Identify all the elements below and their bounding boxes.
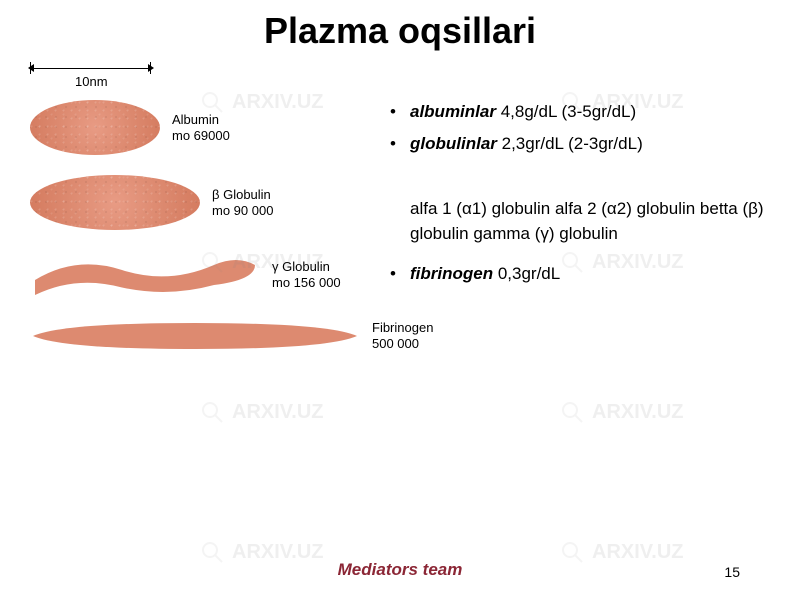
- bullet-item: albuminlar 4,8g/dL (3-5gr/dL): [390, 100, 770, 124]
- protein-label: β Globulinmo 90 000: [212, 187, 273, 218]
- footer-team: Mediators team: [338, 560, 463, 580]
- bullet-bold-text: albuminlar: [410, 102, 496, 121]
- bullet-rest-text: 2,3gr/dL (2-3gr/dL): [497, 134, 643, 153]
- globulin-subtypes: alfa 1 (α1) globulin alfa 2 (α2) globuli…: [390, 196, 770, 247]
- bullet-item: fibrinogen 0,3gr/dL: [390, 262, 770, 286]
- bullet-item: globulinlar 2,3gr/dL (2-3gr/dL): [390, 132, 770, 156]
- watermark: ARXIV.UZ: [560, 400, 684, 424]
- protein-name: β Globulin: [212, 187, 273, 203]
- protein-row: Fibrinogen500 000: [30, 320, 370, 351]
- protein-row: γ Globulinmo 156 000: [30, 250, 370, 300]
- scale-arrow-right: [148, 64, 154, 72]
- magnifier-icon: [200, 540, 224, 564]
- protein-mw: mo 156 000: [272, 275, 341, 291]
- protein-name: Fibrinogen: [372, 320, 433, 336]
- watermark-text: ARXIV.UZ: [232, 541, 324, 564]
- bullet-bold-text: fibrinogen: [410, 264, 493, 283]
- watermark: ARXIV.UZ: [200, 540, 324, 564]
- protein-label: Fibrinogen500 000: [372, 320, 433, 351]
- page-number: 15: [724, 564, 740, 580]
- protein-shape: [30, 100, 160, 155]
- protein-shape: [30, 321, 360, 351]
- watermark-text: ARXIV.UZ: [592, 541, 684, 564]
- protein-name: Albumin: [172, 112, 230, 128]
- watermark: ARXIV.UZ: [560, 540, 684, 564]
- scale-label: 10nm: [75, 74, 108, 89]
- watermark-text: ARXIV.UZ: [592, 401, 684, 424]
- protein-label: γ Globulinmo 156 000: [272, 259, 341, 290]
- scale-bar: 10nm: [30, 60, 370, 90]
- content-area: albuminlar 4,8g/dL (3-5gr/dL) globulinlar…: [390, 100, 770, 293]
- watermark: ARXIV.UZ: [200, 400, 324, 424]
- protein-row: β Globulinmo 90 000: [30, 175, 370, 230]
- watermark-text: ARXIV.UZ: [232, 401, 324, 424]
- bullet-rest-text: 0,3gr/dL: [493, 264, 560, 283]
- protein-mw: mo 90 000: [212, 203, 273, 219]
- protein-row: Albuminmo 69000: [30, 100, 370, 155]
- bullet-rest-text: 4,8g/dL (3-5gr/dL): [496, 102, 636, 121]
- magnifier-icon: [560, 540, 584, 564]
- scale-line: [30, 68, 150, 69]
- protein-diagram: 10nm Albuminmo 69000 β Globulinmo 90 000 γ…: [30, 60, 370, 371]
- protein-shape: [30, 250, 260, 300]
- protein-mw: mo 69000: [172, 128, 230, 144]
- protein-name: γ Globulin: [272, 259, 341, 275]
- bullet-list-2: fibrinogen 0,3gr/dL: [390, 262, 770, 286]
- magnifier-icon: [200, 400, 224, 424]
- protein-label: Albuminmo 69000: [172, 112, 230, 143]
- bullet-list: albuminlar 4,8g/dL (3-5gr/dL) globulinlar…: [390, 100, 770, 156]
- magnifier-icon: [560, 400, 584, 424]
- protein-mw: 500 000: [372, 336, 433, 352]
- bullet-bold-text: globulinlar: [410, 134, 497, 153]
- slide-title: Plazma oqsillari: [0, 0, 800, 52]
- protein-shape: [30, 175, 200, 230]
